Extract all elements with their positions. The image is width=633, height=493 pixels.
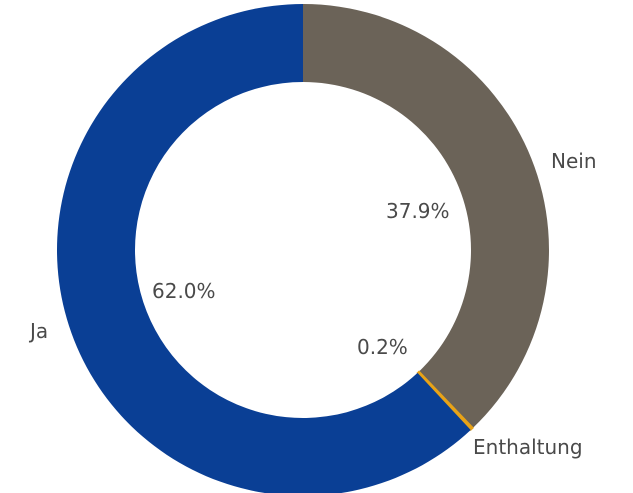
value-label-ja: 62.0% — [152, 279, 216, 303]
slice-label-ja: Ja — [30, 319, 49, 343]
donut-slice-ja — [57, 4, 471, 493]
value-label-enthaltung: 0.2% — [357, 335, 408, 359]
donut-slice-nein — [303, 4, 549, 428]
slice-label-nein: Nein — [551, 149, 597, 173]
value-label-nein: 37.9% — [386, 199, 450, 223]
slice-label-enthaltung: Enthaltung — [473, 435, 583, 459]
donut-slice-enthaltung — [416, 370, 475, 432]
